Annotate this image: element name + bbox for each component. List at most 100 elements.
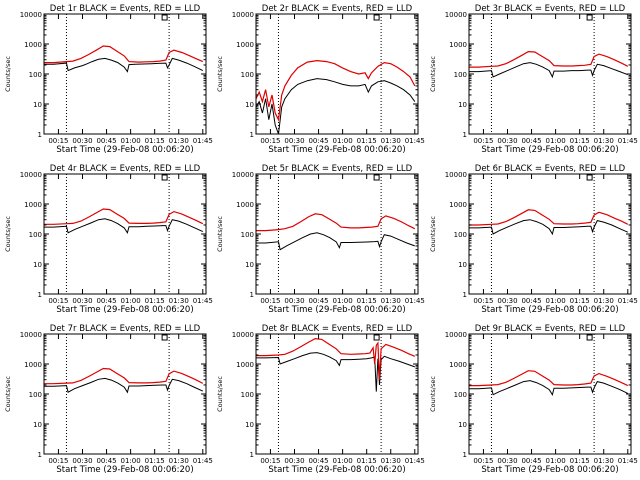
- x-axis-label: Start Time (29-Feb-08 00:06:20): [268, 305, 405, 315]
- x-tick-label: 01:15: [145, 457, 165, 465]
- x-axis-label: Start Time (29-Feb-08 00:06:20): [268, 145, 405, 155]
- y-tick-label: 1: [463, 131, 467, 139]
- y-tick-label: 100: [241, 231, 254, 239]
- x-tick-label: 00:15: [473, 137, 493, 145]
- y-tick-label: 10000: [20, 11, 42, 19]
- marker-box: [373, 334, 380, 341]
- y-tick-label: 1: [463, 291, 467, 299]
- x-tick-label: 00:30: [497, 297, 517, 305]
- detector-panel: Det 1r BLACK = Events, RED = LLD 1 10 100 10…: [4, 4, 213, 155]
- x-tick-label: 00:30: [72, 457, 92, 465]
- x-axis-label: Start Time (29-Feb-08 00:06:20): [56, 145, 193, 155]
- x-tick-label: 01:00: [333, 137, 353, 145]
- marker-box: [586, 174, 593, 181]
- x-tick-label: 00:30: [284, 457, 304, 465]
- x-tick-label: 01:15: [570, 297, 590, 305]
- x-tick-label: 00:45: [96, 297, 116, 305]
- y-tick-label: 1: [250, 291, 254, 299]
- x-tick-label: 01:00: [546, 457, 566, 465]
- x-tick-label: 01:30: [169, 137, 189, 145]
- plot-frame: [255, 173, 419, 295]
- panel-title: Det 9r BLACK = Events, RED = LLD: [475, 324, 626, 334]
- y-tick-label: 1: [250, 451, 254, 459]
- x-tick-label: 00:30: [72, 297, 92, 305]
- x-tick-label: 00:15: [48, 297, 68, 305]
- y-axis-label: Counts/sec: [429, 216, 437, 252]
- x-tick-label: 00:45: [521, 137, 541, 145]
- plot-frame: [255, 333, 419, 455]
- x-tick-label: 00:15: [260, 137, 280, 145]
- panel-title: Det 5r BLACK = Events, RED = LLD: [262, 164, 413, 174]
- marker-box: [161, 174, 168, 181]
- x-axis-label: Start Time (29-Feb-08 00:06:20): [481, 145, 618, 155]
- x-tick-label: 01:15: [357, 457, 377, 465]
- series-line-lld: [44, 367, 204, 385]
- y-tick-label: 1: [38, 131, 42, 139]
- x-tick-label: 01:15: [570, 137, 590, 145]
- series-line-lld: [44, 45, 204, 64]
- x-tick-label: 01:30: [381, 297, 401, 305]
- detector-panel: Det 3r BLACK = Events, RED = LLD 1 10 100 10…: [429, 4, 638, 155]
- y-tick-label: 10: [33, 261, 42, 269]
- y-axis-label: Counts/sec: [4, 376, 12, 412]
- y-tick-label: 1000: [236, 201, 254, 209]
- panel-title: Det 4r BLACK = Events, RED = LLD: [50, 164, 201, 174]
- y-axis-label: Counts/sec: [429, 376, 437, 412]
- plot-frame: [43, 13, 207, 135]
- x-tick-label: 00:15: [260, 457, 280, 465]
- x-tick-label: 01:00: [121, 137, 141, 145]
- plot-frame: [43, 173, 207, 295]
- series-line-events: [255, 78, 416, 135]
- x-tick-label: 01:45: [405, 137, 425, 145]
- y-tick-label: 10000: [232, 11, 254, 19]
- panel-title: Det 1r BLACK = Events, RED = LLD: [50, 4, 201, 14]
- x-tick-label: 01:45: [193, 457, 213, 465]
- x-tick-label: 00:15: [48, 457, 68, 465]
- y-tick-label: 1: [463, 451, 467, 459]
- y-tick-label: 10000: [445, 11, 467, 19]
- y-tick-label: 100: [29, 71, 42, 79]
- y-tick-label: 100: [454, 231, 467, 239]
- y-tick-label: 1: [250, 131, 254, 139]
- marker-box: [586, 334, 593, 341]
- y-tick-label: 10000: [20, 171, 42, 179]
- y-tick-label: 10: [458, 421, 467, 429]
- x-tick-label: 01:00: [546, 137, 566, 145]
- x-tick-label: 01:30: [381, 457, 401, 465]
- y-tick-label: 100: [29, 391, 42, 399]
- y-tick-label: 1000: [236, 41, 254, 49]
- x-tick-label: 00:30: [497, 457, 517, 465]
- x-tick-label: 01:30: [594, 137, 614, 145]
- detector-panel: Det 5r BLACK = Events, RED = LLD 1 10 100 10…: [216, 164, 425, 315]
- x-tick-label: 01:15: [570, 457, 590, 465]
- x-tick-label: 00:30: [72, 137, 92, 145]
- y-tick-label: 1000: [449, 41, 467, 49]
- y-tick-label: 100: [454, 391, 467, 399]
- series-line-lld: [469, 370, 629, 387]
- x-tick-label: 00:45: [308, 137, 328, 145]
- x-axis-label: Start Time (29-Feb-08 00:06:20): [56, 305, 193, 315]
- series-line-events: [469, 62, 628, 79]
- x-axis-label: Start Time (29-Feb-08 00:06:20): [481, 305, 618, 315]
- y-tick-label: 10: [458, 261, 467, 269]
- x-tick-label: 01:45: [618, 137, 638, 145]
- marker-box: [161, 334, 168, 341]
- x-tick-label: 01:00: [121, 457, 141, 465]
- series-line-events: [44, 57, 204, 73]
- x-tick-label: 01:45: [193, 137, 213, 145]
- detector-panel: Det 7r BLACK = Events, RED = LLD 1 10 100 10…: [4, 324, 213, 475]
- series-line-events: [44, 377, 204, 394]
- detector-panel: Det 8r BLACK = Events, RED = LLD 1 10 100 10…: [216, 324, 425, 475]
- x-tick-label: 01:15: [145, 137, 165, 145]
- marker-box: [586, 14, 593, 21]
- x-tick-label: 00:45: [308, 297, 328, 305]
- y-tick-label: 1000: [24, 201, 42, 209]
- y-tick-label: 1: [38, 451, 42, 459]
- x-tick-label: 01:30: [169, 297, 189, 305]
- x-tick-label: 00:15: [48, 137, 68, 145]
- y-tick-label: 1: [38, 291, 42, 299]
- x-tick-label: 01:00: [546, 297, 566, 305]
- x-tick-label: 00:45: [96, 137, 116, 145]
- y-tick-label: 1000: [236, 361, 254, 369]
